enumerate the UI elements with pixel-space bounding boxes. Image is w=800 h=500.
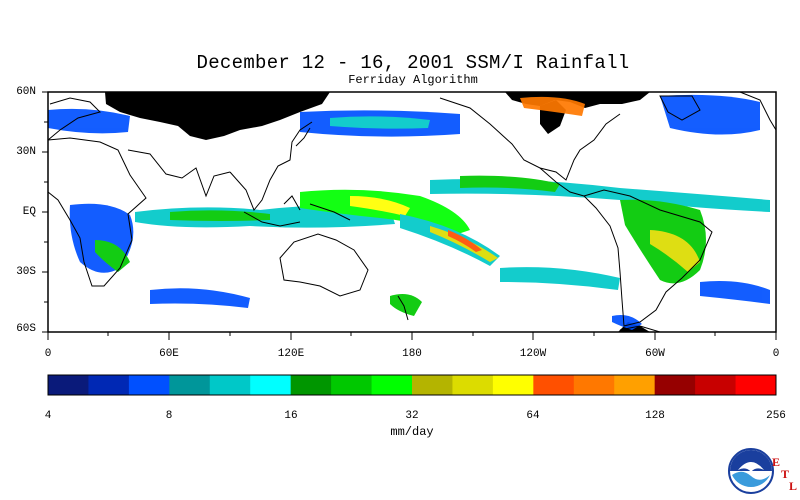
- rainfall-field: [48, 94, 770, 330]
- coast-arabia-india: [127, 149, 231, 198]
- colorbar-cell: [614, 375, 656, 395]
- coast-africa: [48, 137, 147, 287]
- lat-label-60n: 60N: [16, 86, 36, 98]
- rain-north-atlantic: [660, 94, 760, 135]
- coast-north-america: [439, 97, 621, 181]
- lat-ticks: [42, 91, 48, 333]
- lon-label-60e: 60E: [159, 348, 179, 360]
- coast-japan: [295, 127, 311, 147]
- colorbar-tick-256: 256: [766, 410, 786, 422]
- coast-antarctica: [619, 325, 661, 332]
- colorbar-cell: [250, 375, 292, 395]
- colorbar-cell: [371, 375, 413, 395]
- coast-indonesia: [243, 195, 351, 227]
- colorbar-cell: [209, 375, 251, 395]
- rain-north-atlantic-core: [520, 96, 585, 116]
- no-data-asia: [105, 92, 330, 140]
- lat-label-60s: 60S: [16, 323, 36, 335]
- coast-greenland: [659, 95, 701, 121]
- rain-south-america-core: [650, 230, 700, 272]
- rain-itcz-pacific-core: [460, 175, 560, 192]
- rain-spcz-red: [448, 230, 482, 252]
- coast-europe: [48, 97, 101, 141]
- colorbar-tick-64: 64: [526, 410, 540, 422]
- lon-label-120e: 120E: [277, 348, 305, 360]
- rain-north-pacific-core: [330, 116, 430, 129]
- colorbar-cell: [48, 375, 89, 395]
- coastlines: [48, 92, 776, 332]
- rain-drake-passage: [612, 315, 642, 330]
- colorbar-cell: [169, 375, 211, 395]
- etl-letter-e: E: [772, 455, 781, 469]
- colorbar-tick-8: 8: [165, 410, 173, 422]
- rain-warm-pool-core: [350, 196, 410, 216]
- chart-title: December 12 - 16, 2001 SSM/I Rainfall: [196, 52, 630, 74]
- colorbar-cell: [533, 375, 575, 395]
- lon-ticks: [47, 332, 777, 340]
- colorbar-cell: [654, 375, 696, 395]
- colorbar-tick-32: 32: [405, 410, 419, 422]
- rain-southern-ocean-2: [500, 267, 620, 290]
- colorbar: [48, 375, 777, 395]
- coast-europe-east: [739, 92, 776, 131]
- lon-label-120w: 120W: [519, 348, 547, 360]
- lon-label-0-east: 0: [772, 348, 780, 360]
- colorbar-tick-4: 4: [44, 410, 52, 422]
- colorbar-tick-16: 16: [284, 410, 298, 422]
- colorbar-tick-128: 128: [645, 410, 665, 422]
- colorbar-cell: [695, 375, 737, 395]
- noaa-logo: [728, 448, 774, 494]
- lon-label-60w: 60W: [645, 348, 665, 360]
- lon-label-0-west: 0: [44, 348, 52, 360]
- colorbar-cell: [412, 375, 453, 395]
- coast-east-asia: [229, 121, 313, 211]
- coast-australia: [279, 233, 369, 297]
- colorbar-frame: [47, 374, 777, 396]
- etl-letter-t: T: [781, 467, 790, 481]
- rain-atlantic-south: [700, 281, 770, 304]
- coast-south-america: [583, 189, 713, 327]
- colorbar-cell: [128, 375, 170, 395]
- colorbar-cell: [331, 375, 373, 395]
- colorbar-cell: [573, 375, 615, 395]
- colorbar-cell: [735, 375, 777, 395]
- rain-europe: [48, 108, 130, 134]
- lat-label-30s: 30S: [16, 266, 36, 278]
- colorbar-cell: [452, 375, 494, 395]
- lat-label-eq: EQ: [22, 206, 36, 218]
- colorbar-units: mm/day: [390, 425, 434, 439]
- colorbar-cell: [88, 375, 130, 395]
- chart-subtitle: Ferriday Algorithm: [348, 73, 478, 87]
- rain-southern-ocean-1: [150, 288, 250, 308]
- lat-label-30n: 30N: [16, 146, 36, 158]
- coast-new-zealand: [397, 295, 409, 321]
- colorbar-cell: [290, 375, 332, 395]
- coast-central-america: [539, 167, 585, 197]
- colorbar-cell: [492, 375, 534, 395]
- etl-letter-l: L: [789, 479, 798, 493]
- lon-label-180: 180: [402, 348, 422, 360]
- rain-new-zealand: [390, 294, 422, 316]
